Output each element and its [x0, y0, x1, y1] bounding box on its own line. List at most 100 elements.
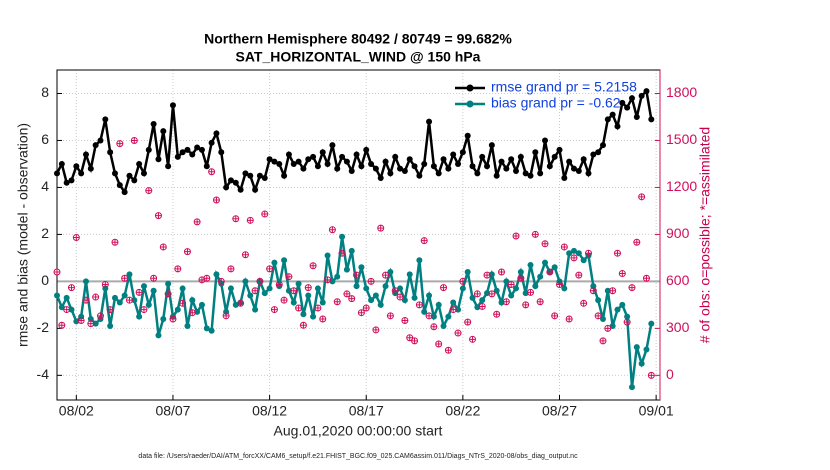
series-marker	[643, 88, 650, 95]
y2-tick-label: 1500	[666, 131, 697, 147]
series-marker	[609, 111, 616, 118]
obs-count-marker	[570, 254, 578, 262]
series-marker	[411, 294, 418, 301]
series-marker	[527, 261, 534, 268]
series-marker	[508, 292, 515, 299]
obs-count-marker	[454, 329, 462, 337]
y-tick-label: 0	[41, 272, 49, 288]
series-marker	[281, 257, 288, 264]
series-marker	[450, 151, 457, 158]
obs-count-marker	[638, 193, 646, 201]
series-marker	[387, 268, 394, 275]
series-marker	[247, 172, 254, 179]
y-tick-label: 6	[41, 131, 49, 147]
obs-count-marker	[633, 238, 641, 246]
series-marker	[189, 151, 196, 158]
series-marker	[295, 280, 302, 287]
series-marker	[619, 99, 626, 106]
obs-count-marker	[589, 287, 597, 295]
y2-tick-label: 0	[666, 366, 674, 382]
obs-count-marker	[623, 318, 631, 326]
obs-count-marker	[304, 284, 312, 292]
series-marker	[551, 264, 558, 271]
series-marker	[319, 299, 326, 306]
series-marker	[493, 287, 500, 294]
series-marker	[54, 170, 60, 177]
obs-count-marker	[343, 290, 351, 298]
obs-count-marker	[150, 274, 158, 282]
series-marker	[440, 323, 447, 330]
series-marker	[285, 287, 292, 294]
obs-count-marker	[116, 140, 124, 148]
obs-count-marker	[522, 301, 530, 309]
series-marker	[498, 158, 505, 165]
legend-marker	[466, 84, 474, 92]
series-marker	[208, 139, 215, 146]
series-marker	[479, 297, 486, 304]
series-marker	[455, 306, 462, 313]
obs-count-marker	[140, 306, 148, 313]
x-tick-label: 08/22	[445, 403, 480, 419]
obs-count-marker	[266, 265, 274, 273]
series-marker	[295, 158, 302, 165]
y-tick-label: 4	[41, 178, 49, 194]
series-marker	[517, 268, 524, 275]
series-marker	[368, 297, 375, 304]
series-line	[55, 88, 653, 196]
series-marker	[387, 170, 394, 177]
obs-count-marker	[77, 317, 85, 324]
series-marker	[136, 160, 143, 167]
obs-count-marker	[435, 340, 443, 348]
series-marker	[213, 271, 220, 278]
obs-count-marker	[401, 317, 409, 324]
obs-count-marker	[498, 268, 506, 276]
series-marker	[624, 104, 631, 111]
series-marker	[121, 189, 128, 196]
series-marker	[542, 137, 549, 144]
series-marker	[305, 156, 312, 163]
obs-count-marker	[430, 323, 438, 331]
series-marker	[223, 184, 230, 191]
series-marker	[508, 156, 515, 163]
series-marker	[648, 320, 655, 327]
series-marker	[527, 172, 534, 179]
obs-count-marker	[125, 296, 133, 304]
series-marker	[310, 153, 317, 160]
series-marker	[271, 259, 278, 266]
series-marker	[401, 167, 408, 174]
series-marker	[575, 167, 582, 174]
obs-count-marker	[618, 270, 626, 277]
series-marker	[643, 346, 650, 353]
series-marker	[493, 172, 500, 179]
series-marker	[503, 278, 510, 285]
series-marker	[319, 149, 326, 156]
obs-count-marker	[348, 295, 356, 303]
series-marker	[426, 118, 433, 125]
obs-count-marker	[546, 268, 554, 276]
series-marker	[353, 151, 360, 158]
series-marker	[561, 285, 568, 292]
y-tick-label: -4	[37, 366, 50, 382]
footnote: data file: /Users/raeder/DAI/ATM_forcXX/…	[138, 453, 578, 460]
series-marker	[252, 306, 259, 313]
series-marker	[513, 285, 520, 292]
series-marker	[590, 151, 597, 158]
series-marker	[116, 299, 123, 306]
series-marker	[556, 146, 563, 153]
chart-subtitle: SAT_HORIZONTAL_WIND @ 150 hPa	[236, 49, 481, 65]
series-marker	[203, 163, 210, 170]
y-tick-label: 8	[41, 84, 49, 100]
series-marker	[131, 297, 138, 304]
series-marker	[165, 280, 172, 287]
series-marker	[348, 247, 355, 254]
series-marker	[614, 123, 621, 130]
series-marker	[237, 186, 244, 193]
series-marker	[599, 142, 606, 149]
obs-count-marker	[560, 243, 568, 251]
series-marker	[334, 273, 341, 280]
series-marker	[421, 308, 428, 315]
series-marker	[633, 344, 640, 351]
series-marker	[435, 170, 442, 177]
obs-count-marker	[444, 346, 452, 354]
series-marker	[580, 156, 587, 163]
